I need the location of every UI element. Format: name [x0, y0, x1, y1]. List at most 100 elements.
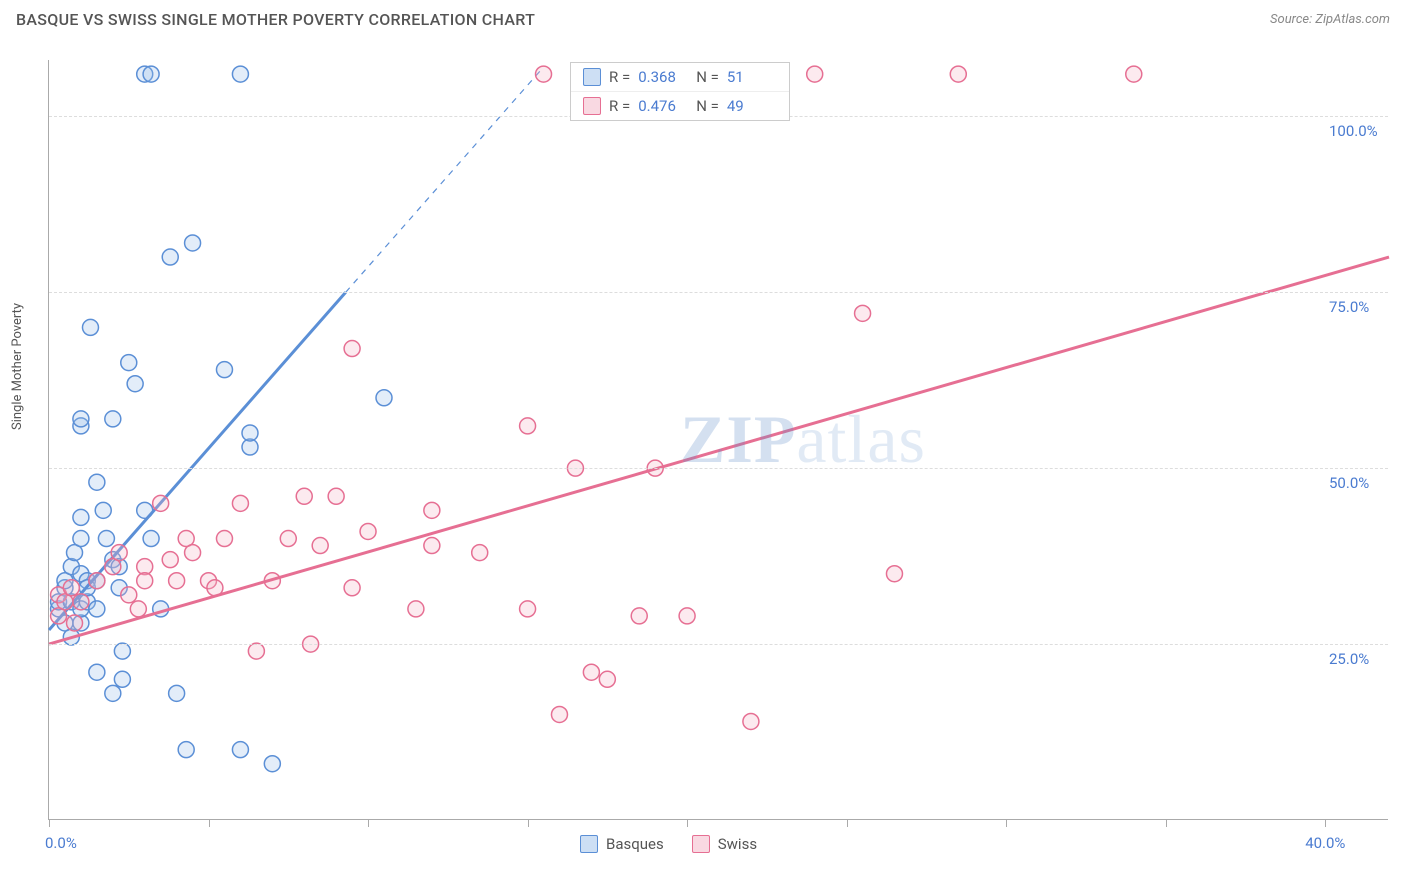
data-point	[73, 411, 89, 427]
series-swatch	[583, 97, 601, 115]
data-point	[360, 523, 376, 539]
data-point	[185, 235, 201, 251]
data-point	[63, 580, 79, 596]
data-point	[472, 545, 488, 561]
stat-r-value: 0.368	[638, 68, 688, 86]
data-point	[408, 601, 424, 617]
legend-label: Swiss	[718, 835, 757, 853]
data-point	[551, 706, 567, 722]
gridline	[49, 468, 1388, 469]
data-point	[127, 376, 143, 392]
x-tick	[847, 819, 848, 827]
stat-r-label: R =	[609, 68, 630, 86]
data-point	[743, 713, 759, 729]
data-point	[114, 643, 130, 659]
data-point	[114, 671, 130, 687]
data-point	[216, 362, 232, 378]
x-tick-label: 0.0%	[45, 834, 77, 852]
data-point	[344, 580, 360, 596]
x-tick	[368, 819, 369, 827]
data-point	[424, 538, 440, 554]
stats-row: R = 0.476 N = 49	[571, 92, 789, 120]
y-tick-label: 75.0%	[1329, 298, 1369, 316]
data-point	[296, 488, 312, 504]
y-tick-label: 25.0%	[1329, 650, 1369, 668]
data-point	[98, 531, 114, 547]
data-point	[169, 685, 185, 701]
data-point	[232, 66, 248, 82]
data-point	[232, 495, 248, 511]
stats-row: R = 0.368 N = 51	[571, 63, 789, 92]
data-point	[105, 411, 121, 427]
data-point	[583, 664, 599, 680]
data-point	[1126, 66, 1142, 82]
data-point	[121, 587, 137, 603]
legend-item: Basques	[580, 835, 664, 853]
data-point	[82, 319, 98, 335]
chart-plot-area: 25.0%50.0%75.0%100.0%0.0%40.0%	[48, 60, 1388, 820]
x-tick	[1166, 819, 1167, 827]
data-point	[95, 502, 111, 518]
x-tick	[49, 819, 50, 827]
gridline	[49, 292, 1388, 293]
data-point	[111, 545, 127, 561]
data-point	[162, 552, 178, 568]
gridline	[49, 644, 1388, 645]
y-axis-label: Single Mother Poverty	[10, 303, 25, 430]
data-point	[169, 573, 185, 589]
data-point	[328, 488, 344, 504]
legend-item: Swiss	[692, 835, 757, 853]
data-point	[89, 474, 105, 490]
data-point	[376, 390, 392, 406]
correlation-stats-box: R = 0.368 N = 51 R = 0.476 N = 49	[570, 62, 790, 121]
x-tick	[687, 819, 688, 827]
chart-svg	[49, 60, 1388, 819]
legend-swatch	[580, 835, 598, 853]
y-tick-label: 50.0%	[1329, 474, 1369, 492]
data-point	[89, 573, 105, 589]
data-point	[536, 66, 552, 82]
stat-n-value: 51	[727, 68, 777, 86]
data-point	[886, 566, 902, 582]
data-point	[105, 685, 121, 701]
data-point	[130, 601, 146, 617]
data-point	[73, 531, 89, 547]
x-tick-label: 40.0%	[1305, 834, 1345, 852]
data-point	[631, 608, 647, 624]
x-tick	[1325, 819, 1326, 827]
data-point	[679, 608, 695, 624]
data-point	[162, 249, 178, 265]
data-point	[807, 66, 823, 82]
stat-r-value: 0.476	[638, 97, 688, 115]
stat-r-label: R =	[609, 97, 630, 115]
data-point	[89, 664, 105, 680]
stat-n-label: N =	[696, 97, 719, 115]
data-point	[280, 531, 296, 547]
data-point	[520, 418, 536, 434]
data-point	[264, 756, 280, 772]
data-point	[344, 341, 360, 357]
stat-n-label: N =	[696, 68, 719, 86]
x-tick	[528, 819, 529, 827]
data-point	[137, 573, 153, 589]
trend-line-extrapolated	[346, 67, 544, 292]
chart-header: BASQUE VS SWISS SINGLE MOTHER POVERTY CO…	[0, 0, 1406, 35]
data-point	[248, 643, 264, 659]
legend-label: Basques	[606, 835, 664, 853]
data-point	[89, 601, 105, 617]
data-point	[73, 594, 89, 610]
series-legend: Basques Swiss	[580, 835, 757, 853]
series-swatch	[583, 68, 601, 86]
data-point	[216, 531, 232, 547]
legend-swatch	[692, 835, 710, 853]
data-point	[855, 305, 871, 321]
stat-n-value: 49	[727, 97, 777, 115]
data-point	[950, 66, 966, 82]
data-point	[185, 545, 201, 561]
data-point	[312, 538, 328, 554]
data-point	[143, 531, 159, 547]
data-point	[67, 615, 83, 631]
data-point	[599, 671, 615, 687]
chart-title: BASQUE VS SWISS SINGLE MOTHER POVERTY CO…	[16, 10, 535, 29]
chart-source: Source: ZipAtlas.com	[1270, 12, 1390, 27]
